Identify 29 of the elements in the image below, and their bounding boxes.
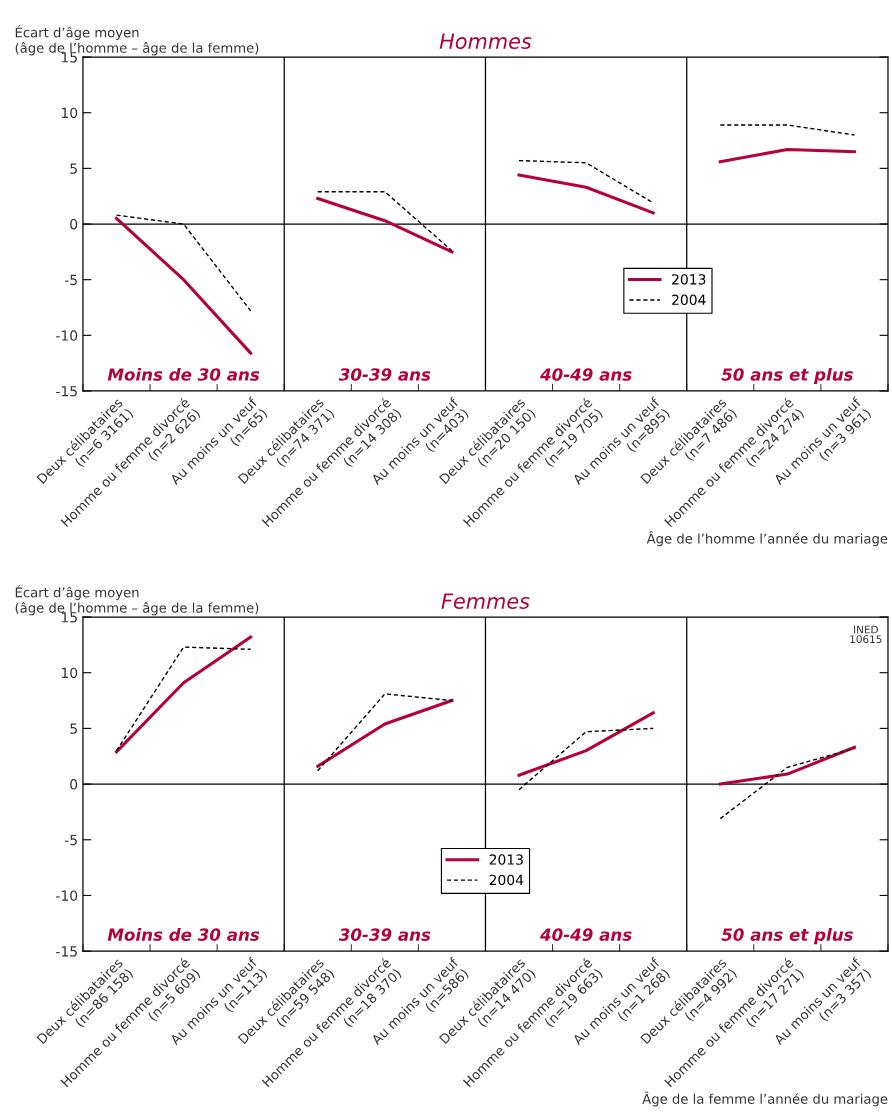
- x-axis-title: Âge de l’homme l’année du mariage: [646, 531, 888, 547]
- chart-title: Hommes: [439, 33, 532, 50]
- annotation: INED 10615: [850, 625, 882, 644]
- annotation: 30-39 ans: [338, 928, 431, 941]
- y-tick-label: 0: [70, 218, 78, 230]
- y-tick-label: 5: [70, 723, 77, 734]
- y-tick-label: 0: [70, 779, 78, 790]
- annotation: 40-49 ans: [540, 368, 632, 381]
- y-tick-label: 10: [61, 107, 78, 119]
- annotation: Moins de 30 ans: [107, 928, 260, 941]
- y-tick-label: -15: [56, 386, 77, 397]
- y-tick-label: 5: [70, 163, 77, 174]
- y-tick-label: -5: [64, 834, 77, 846]
- legend-label: 2013: [489, 854, 523, 865]
- legend-label: 2004: [489, 874, 524, 886]
- y-tick-label: -15: [56, 946, 77, 957]
- y-tick-label: -5: [64, 274, 77, 286]
- y-tick-label: -10: [56, 890, 78, 901]
- legend-label: 2004: [672, 294, 706, 306]
- legend-label: 2013: [672, 274, 706, 285]
- annotation: 50 ans et plus: [721, 367, 853, 385]
- annotation: Moins de 30 ans: [107, 367, 260, 381]
- chart-title: Femmes: [441, 593, 530, 609]
- annotation: 40-49 ans: [540, 928, 632, 941]
- y-tick-label: 10: [61, 667, 78, 679]
- y-tick-label: -10: [56, 330, 78, 341]
- x-axis-title: Âge de la femme l’année du mariage: [642, 1091, 888, 1107]
- annotation: 50 ans et plus: [721, 928, 853, 945]
- annotation: 30-39 ans: [338, 368, 431, 381]
